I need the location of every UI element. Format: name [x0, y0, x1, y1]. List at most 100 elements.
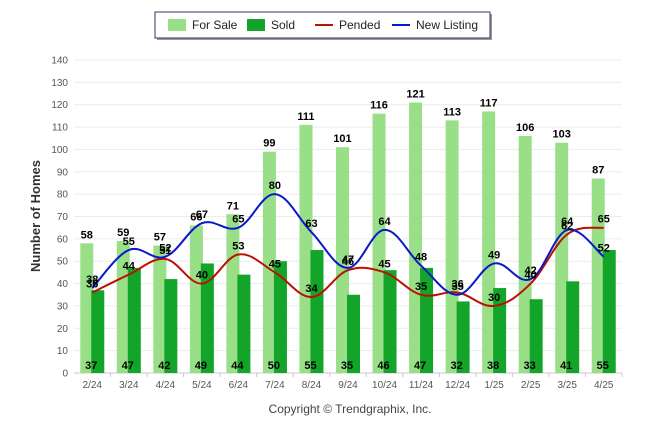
legend-swatch — [247, 19, 265, 31]
data-label-for-sale: 116 — [370, 100, 388, 112]
y-tick-label: 10 — [57, 346, 69, 357]
data-label-for-sale: 58 — [81, 229, 93, 241]
x-tick-label: 1/25 — [484, 380, 504, 391]
data-label-sold: 42 — [158, 360, 170, 372]
y-tick-label: 90 — [57, 167, 69, 178]
lines — [91, 193, 605, 307]
bar-for-sale — [555, 142, 569, 373]
bar-for-sale — [518, 136, 532, 373]
bar-sold — [91, 290, 105, 373]
y-tick-label: 30 — [57, 301, 69, 312]
data-label-new-listing: 63 — [305, 218, 317, 230]
data-label-for-sale: 87 — [592, 164, 604, 176]
y-tick-label: 120 — [51, 100, 68, 111]
y-tick-label: 130 — [51, 78, 68, 89]
data-label-pended: 53 — [232, 241, 244, 253]
line-new-listing — [91, 193, 605, 296]
data-label-new-listing: 64 — [561, 216, 574, 228]
data-labels: 58 37 59 47 57 42 66 49 71 44 99 50 111 55 101 35 116 46 1… — [81, 88, 610, 372]
x-tick-label: 2/24 — [83, 380, 103, 391]
x-tick-label: 9/24 — [338, 380, 358, 391]
data-label-sold: 33 — [524, 360, 536, 372]
bar-sold — [310, 250, 324, 373]
data-label-sold: 55 — [597, 360, 609, 372]
x-tick-label: 6/24 — [229, 380, 249, 391]
bar-for-sale — [299, 124, 313, 373]
data-label-new-listing: 80 — [269, 180, 281, 192]
copyright-text: Copyright © Trendgraphix, Inc. — [269, 402, 432, 416]
data-label-new-listing: 52 — [598, 243, 610, 255]
data-label-sold: 44 — [231, 360, 244, 372]
x-tick-label: 4/25 — [594, 380, 614, 391]
x-tick-label: 2/25 — [521, 380, 541, 391]
bar-for-sale — [153, 245, 167, 373]
data-label-pended: 65 — [598, 214, 610, 226]
bar-sold — [529, 299, 543, 373]
x-tick-label: 5/24 — [192, 380, 212, 391]
data-label-new-listing: 65 — [232, 214, 244, 226]
data-label-pended: 36 — [451, 279, 463, 291]
legend: For Sale Sold Pended New Listing — [154, 11, 492, 40]
y-axis: 0 10 20 30 40 50 60 70 80 90 100 110 120 130 140 — [51, 56, 68, 380]
bar-sold — [200, 263, 214, 373]
data-label-new-listing: 42 — [525, 265, 537, 277]
data-label-new-listing: 49 — [488, 249, 500, 261]
y-tick-label: 50 — [57, 257, 69, 268]
data-label-sold: 55 — [304, 360, 316, 372]
bar-for-sale — [116, 241, 130, 373]
data-label-sold: 50 — [268, 360, 280, 372]
x-tick-label: 4/24 — [156, 380, 176, 391]
data-label-for-sale: 103 — [553, 129, 571, 141]
bar-sold — [602, 250, 616, 373]
y-tick-label: 70 — [57, 212, 69, 223]
data-label-sold: 35 — [341, 360, 353, 372]
data-label-pended: 35 — [415, 281, 427, 293]
bar-for-sale — [226, 214, 240, 373]
bar-sold — [237, 274, 251, 373]
data-label-for-sale: 59 — [117, 227, 129, 239]
data-label-pended: 30 — [488, 292, 500, 304]
x-tick-label: 12/24 — [445, 380, 470, 391]
data-label-for-sale: 66 — [190, 211, 202, 223]
bar-sold — [383, 270, 397, 373]
data-label-sold: 47 — [122, 360, 134, 372]
bar-for-sale — [372, 113, 386, 374]
x-tick-label: 7/24 — [265, 380, 285, 391]
legend-label: Sold — [271, 18, 295, 32]
bar-sold — [493, 288, 507, 373]
bar-sold — [273, 261, 287, 373]
x-tick-label: 10/24 — [372, 380, 397, 391]
data-label-for-sale: 57 — [154, 232, 166, 244]
y-axis-title: Number of Homes — [28, 160, 43, 272]
bars — [80, 102, 616, 374]
data-label-new-listing: 55 — [123, 236, 135, 248]
data-label-new-listing: 67 — [196, 209, 208, 221]
legend-label: New Listing — [416, 18, 478, 32]
x-tick-label: 11/24 — [409, 380, 434, 391]
legend-label: Pended — [339, 18, 380, 32]
y-tick-label: 40 — [57, 279, 69, 290]
data-label-new-listing: 64 — [378, 216, 391, 228]
data-label-pended: 40 — [525, 270, 537, 282]
data-label-sold: 38 — [487, 360, 499, 372]
data-label-for-sale: 113 — [443, 106, 461, 118]
x-tick-label: 3/24 — [119, 380, 139, 391]
bar-for-sale — [262, 151, 276, 373]
y-tick-label: 80 — [57, 190, 69, 201]
data-label-pended: 51 — [159, 245, 171, 257]
data-label-pended: 46 — [342, 256, 354, 268]
bar-sold — [164, 279, 178, 373]
data-label-for-sale: 121 — [406, 88, 424, 100]
bar-for-sale — [80, 243, 94, 373]
x-axis: 2/24 3/24 4/24 5/24 6/24 7/24 8/24 9/24 10/24 11/… — [83, 373, 623, 391]
x-tick-label: 8/24 — [302, 380, 322, 391]
bar-sold — [456, 301, 470, 373]
data-label-pended: 45 — [269, 258, 281, 270]
data-label-pended: 62 — [561, 220, 573, 232]
bar-sold — [347, 294, 360, 373]
y-tick-label: 20 — [57, 324, 69, 335]
line-pended — [91, 226, 604, 307]
bar-sold — [127, 267, 141, 373]
